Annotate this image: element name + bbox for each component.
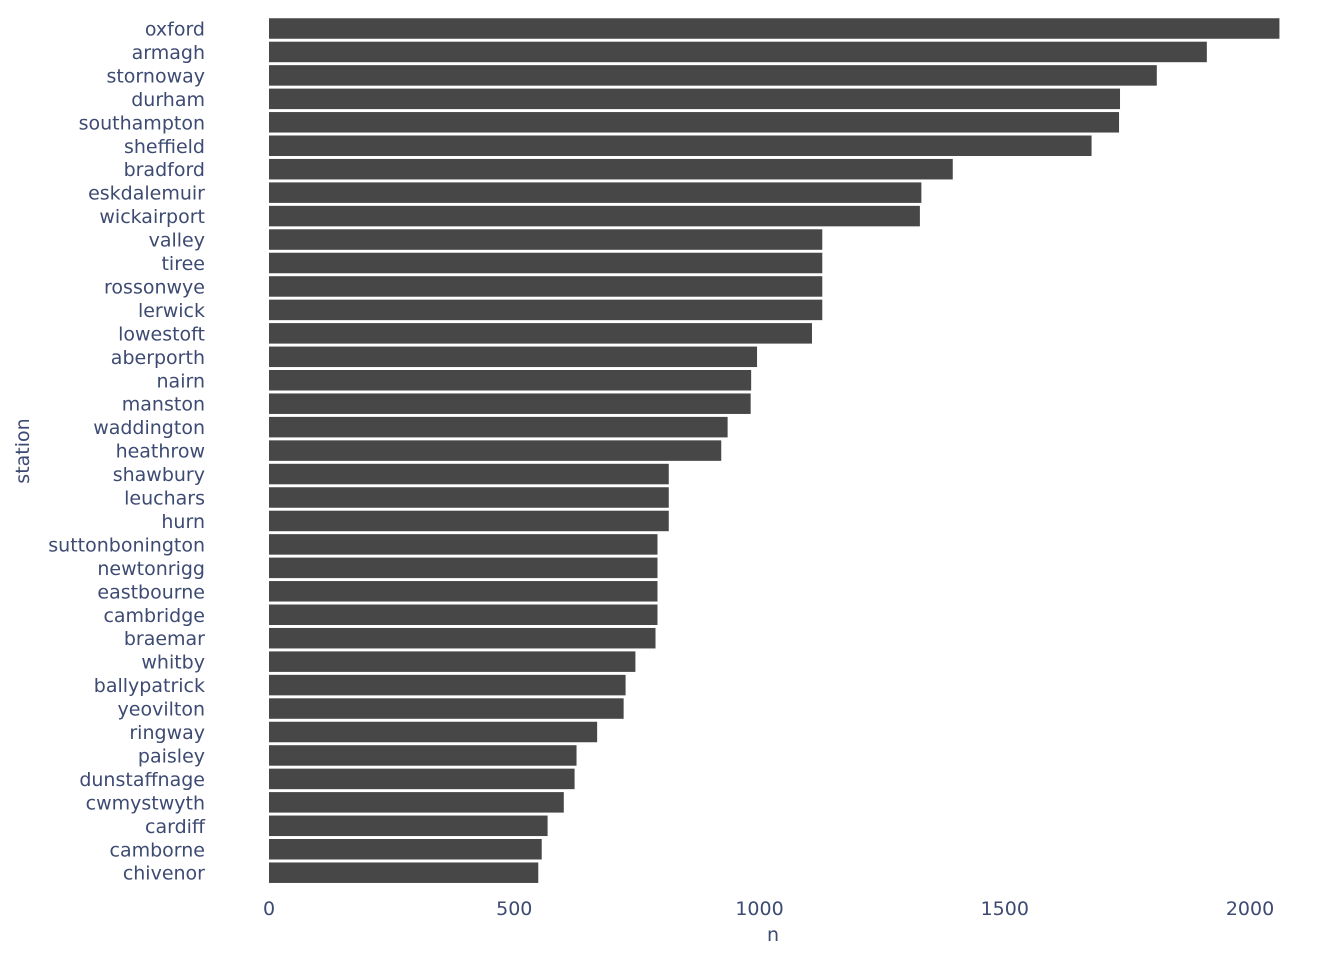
category-label-stornoway: stornoway xyxy=(106,65,205,87)
category-label-ringway: ringway xyxy=(129,722,205,744)
category-label-lerwick: lerwick xyxy=(138,300,205,322)
category-label-dunstaffnage: dunstaffnage xyxy=(79,769,205,791)
bar-valley xyxy=(269,229,823,250)
bar-sheffield xyxy=(269,135,1092,156)
bar-cardiff xyxy=(269,815,548,837)
category-label-nairn: nairn xyxy=(157,370,205,392)
bar-hurn xyxy=(269,510,669,532)
bar-manston xyxy=(269,393,751,414)
bar-lowestoft xyxy=(269,323,812,344)
x-tick-label-1000: 1000 xyxy=(735,898,783,920)
bar-aberporth xyxy=(269,346,758,368)
bar-stornoway xyxy=(269,65,1157,86)
category-label-braemar: braemar xyxy=(124,628,205,650)
bar-eastbourne xyxy=(269,581,658,602)
bar-yeovilton xyxy=(269,698,624,719)
category-label-paisley: paisley xyxy=(138,745,205,767)
bar-cwmystwyth xyxy=(269,792,564,813)
category-label-eastbourne: eastbourne xyxy=(97,581,205,603)
x-tick-label-0: 0 xyxy=(263,898,275,920)
bar-durham xyxy=(269,88,1121,110)
bars xyxy=(269,18,1280,883)
category-label-lowestoft: lowestoft xyxy=(118,323,205,345)
bar-chivenor xyxy=(269,862,539,883)
x-axis-ticks: 0 500 1000 1500 2000 xyxy=(263,898,1274,920)
category-label-hurn: hurn xyxy=(161,511,205,533)
category-label-oxford: oxford xyxy=(145,19,205,41)
category-label-armagh: armagh xyxy=(132,42,205,64)
category-label-cambridge: cambridge xyxy=(103,605,205,627)
bar-rossonwye xyxy=(269,276,823,297)
category-label-durham: durham xyxy=(131,89,205,111)
bar-bradford xyxy=(269,158,953,180)
category-label-camborne: camborne xyxy=(110,839,206,861)
category-label-manston: manston xyxy=(122,394,205,416)
category-label-tiree: tiree xyxy=(161,253,205,275)
bar-wickairport xyxy=(269,205,920,227)
category-label-bradford: bradford xyxy=(124,159,205,181)
bar-paisley xyxy=(269,745,577,766)
bar-newtonrigg xyxy=(269,557,658,579)
bar-camborne xyxy=(269,839,542,860)
bar-whitby xyxy=(269,651,636,672)
category-label-valley: valley xyxy=(149,230,205,252)
bar-dunstaffnage xyxy=(269,768,575,790)
x-axis-title: n xyxy=(767,924,779,946)
category-label-wickairport: wickairport xyxy=(99,206,205,228)
category-label-heathrow: heathrow xyxy=(116,441,205,463)
bar-tiree xyxy=(269,252,823,274)
bar-heathrow xyxy=(269,440,722,461)
category-label-ballypatrick: ballypatrick xyxy=(94,675,205,697)
x-tick-label-500: 500 xyxy=(496,898,532,920)
bar-leuchars xyxy=(269,487,669,508)
category-label-leuchars: leuchars xyxy=(124,488,205,510)
bar-southampton xyxy=(269,112,1120,133)
bar-braemar xyxy=(269,627,656,649)
bar-waddington xyxy=(269,416,728,438)
bar-eskdalemuir xyxy=(269,182,922,203)
bar-armagh xyxy=(269,41,1207,63)
category-labels: oxfordarmaghstornowaydurhamsouthamptonsh… xyxy=(48,19,206,885)
category-label-southampton: southampton xyxy=(79,112,205,134)
category-label-shawbury: shawbury xyxy=(113,464,205,486)
category-label-rossonwye: rossonwye xyxy=(104,276,205,298)
x-tick-label-2000: 2000 xyxy=(1226,898,1274,920)
category-label-waddington: waddington xyxy=(93,417,205,439)
category-label-aberporth: aberporth xyxy=(111,347,205,369)
category-label-whitby: whitby xyxy=(141,652,205,674)
category-label-eskdalemuir: eskdalemuir xyxy=(88,183,205,205)
category-label-sheffield: sheffield xyxy=(124,136,205,158)
x-tick-label-1500: 1500 xyxy=(981,898,1029,920)
bar-ringway xyxy=(269,721,598,743)
bar-suttonbonington xyxy=(269,534,658,555)
category-label-yeovilton: yeovilton xyxy=(118,699,205,721)
bar-nairn xyxy=(269,370,752,391)
bar-oxford xyxy=(269,18,1280,39)
bar-shawbury xyxy=(269,463,669,485)
category-label-newtonrigg: newtonrigg xyxy=(97,558,205,580)
y-axis-title: station xyxy=(12,418,34,483)
bar-cambridge xyxy=(269,604,658,625)
category-label-cardiff: cardiff xyxy=(145,816,206,838)
category-label-suttonbonington: suttonbonington xyxy=(48,534,205,556)
category-label-chivenor: chivenor xyxy=(123,863,205,885)
bar-ballypatrick xyxy=(269,674,626,696)
bar-lerwick xyxy=(269,299,823,321)
category-label-cwmystwyth: cwmystwyth xyxy=(86,792,205,814)
